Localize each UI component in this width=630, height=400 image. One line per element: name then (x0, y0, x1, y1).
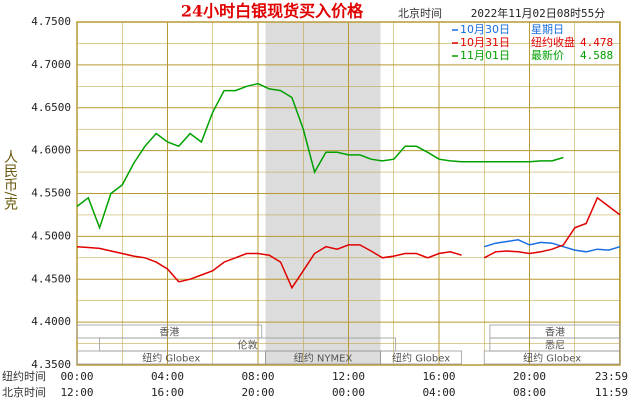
x-tick-label: 23:59 (595, 370, 628, 383)
y-tick-label: 4.5500 (31, 187, 71, 200)
x2-tick-label: 11:59 (595, 386, 628, 399)
series-line (484, 239, 621, 253)
x-tick-label: 04:00 (151, 370, 184, 383)
session-label: 纽约 Globex (392, 352, 450, 365)
y-axis-label: 人民币/克 (2, 150, 18, 212)
x-tick-label: 16:00 (422, 370, 455, 383)
series-line (76, 82, 564, 231)
legend-value: 4.588 (580, 49, 613, 62)
legend-label: 10月31日 (460, 36, 510, 49)
legend-label: 10月30日 (460, 23, 510, 36)
session-bar (483, 350, 621, 365)
timestamp: 2022年11月02日08时55分 (471, 6, 605, 20)
x-tick-label: 08:00 (241, 370, 274, 383)
time-zone-label: 北京时间 (398, 6, 442, 20)
x2-tick-label: 12:00 (60, 386, 93, 399)
y-tick-label: 4.4000 (31, 315, 71, 328)
x-row-label: 纽约时间 (2, 369, 46, 383)
session-label: 香港 (545, 327, 565, 339)
session-label: 悉尼 (545, 340, 565, 352)
plot-frame (76, 21, 621, 366)
session-label: 伦敦 (238, 339, 258, 352)
y-tick-label: 4.4500 (31, 272, 71, 285)
x-row-label: 北京时间 (2, 385, 46, 399)
x-tick-label: 00:00 (60, 370, 93, 383)
x2-tick-label: 08:00 (513, 386, 546, 399)
session-label: 纽约 Globex (142, 352, 200, 365)
x-tick-label: 12:00 (332, 370, 365, 383)
session-label: 纽约 Globex (523, 352, 581, 365)
session-bar (380, 350, 463, 365)
y-tick-label: 4.6000 (31, 144, 71, 157)
x-tick-label: 20:00 (513, 370, 546, 383)
x2-tick-label: 16:00 (151, 386, 184, 399)
y-tick-label: 4.6500 (31, 101, 71, 114)
legend-note: 星期日 (531, 23, 564, 36)
x2-tick-label: 04:00 (422, 386, 455, 399)
session-label: 香港 (159, 327, 179, 339)
x2-tick-label: 00:00 (332, 386, 365, 399)
legend-value: 4.478 (580, 36, 613, 49)
session-label: 纽约 NYMEX (294, 352, 353, 365)
legend-note: 纽约收盘 (531, 35, 575, 49)
x2-tick-label: 20:00 (241, 386, 274, 399)
legend-note: 最新价 (531, 48, 564, 62)
y-tick-label: 4.3500 (31, 358, 71, 371)
y-tick-label: 4.7000 (31, 58, 71, 71)
y-tick-label: 4.5000 (31, 229, 71, 242)
chart-title: 24小时白银现货买入价格 (181, 2, 364, 21)
series-line (76, 196, 621, 290)
legend-label: 11月01日 (460, 49, 510, 62)
y-tick-label: 4.7500 (31, 15, 71, 28)
